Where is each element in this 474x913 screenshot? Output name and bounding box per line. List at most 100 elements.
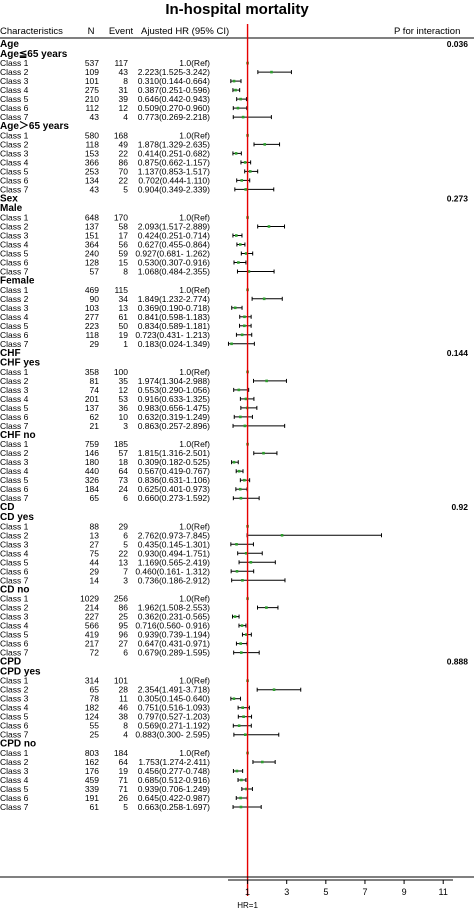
hr-point (243, 424, 247, 428)
row-class: Class 3 (0, 231, 29, 241)
row-hr: 0.646(0.442-0.943) (138, 94, 210, 104)
row-n: 29 (90, 566, 100, 576)
hr-point (243, 315, 246, 319)
row-class: Class 7 (0, 648, 29, 658)
row-event: 26 (119, 793, 129, 803)
row-class: Class 7 (0, 493, 29, 503)
row-event: 38 (119, 712, 129, 722)
hr-point (235, 570, 239, 573)
row-n: 358 (85, 367, 99, 377)
hr-point (262, 451, 265, 455)
hr-point (244, 188, 247, 191)
row-hr: 0.183(0.024-1.349) (138, 339, 210, 349)
row-class: Class 2 (0, 294, 29, 304)
row-hr: 0.930(0.494-1.751) (138, 548, 210, 558)
row-event: 3 (123, 421, 128, 431)
row-n: 184 (85, 484, 99, 494)
row-class: Class 2 (0, 448, 29, 458)
row-hr: 1.878(1.329-2.635) (138, 139, 210, 149)
hr-point (249, 561, 253, 564)
hr-point (245, 633, 248, 636)
row-event: 5 (123, 184, 128, 194)
row-class: Class 4 (0, 621, 29, 631)
p-interaction-value: 0.92 (451, 502, 468, 512)
row-hr: 0.751(0.516-1.093) (138, 703, 210, 713)
row-n: 240 (85, 249, 99, 259)
row-class: Class 7 (0, 421, 29, 431)
row-class: Class 3 (0, 612, 29, 622)
row-event: 39 (119, 94, 129, 104)
row-n: 277 (85, 312, 99, 322)
row-hr: 0.414(0.251-0.682) (138, 148, 210, 158)
row-n: 182 (85, 703, 99, 713)
row-class: Class 4 (0, 394, 29, 404)
row-n: 43 (90, 112, 100, 122)
row-n: 217 (85, 639, 99, 649)
row-event: 71 (119, 784, 129, 794)
row-class: Class 6 (0, 793, 29, 803)
row-class: Class 1 (0, 58, 29, 68)
row-hr: 0.567(0.419-0.767) (138, 466, 210, 476)
row-hr: 1.0(Ref) (179, 58, 210, 68)
row-event: 36 (119, 403, 129, 413)
row-n: 65 (90, 493, 100, 503)
row-event: 12 (119, 385, 129, 395)
row-class: Class 1 (0, 676, 29, 686)
row-n: 176 (85, 766, 99, 776)
hr-point (247, 270, 251, 273)
row-event: 50 (119, 321, 129, 331)
row-n: 29 (90, 339, 100, 349)
hr-point (233, 615, 237, 618)
row-hr: 1.0(Ref) (179, 748, 210, 758)
chart-title: In-hospital mortality (165, 1, 309, 18)
hr-point (240, 333, 244, 337)
row-class: Class 6 (0, 103, 29, 113)
subgroup-label: CPD yes (0, 666, 41, 677)
row-class: Class 5 (0, 321, 29, 331)
row-event: 115 (114, 285, 128, 295)
row-class: Class 6 (0, 721, 29, 731)
row-class: Class 5 (0, 630, 29, 640)
row-event: 256 (114, 594, 128, 604)
hr-point (244, 552, 248, 555)
group-label: CPD (0, 657, 21, 668)
row-event: 8 (123, 267, 128, 277)
row-class: Class 5 (0, 94, 29, 104)
row-n: 803 (85, 748, 99, 758)
hr-point (263, 143, 267, 146)
row-n: 25 (90, 730, 100, 740)
row-event: 4 (123, 730, 128, 740)
row-event: 71 (119, 775, 129, 785)
row-hr: 1.068(0.484-2.355) (138, 267, 210, 277)
row-hr: 1.815(1.316-2.501) (138, 448, 210, 458)
row-class: Class 1 (0, 439, 29, 449)
row-event: 168 (114, 130, 128, 140)
p-interaction-value: 0.144 (447, 348, 469, 358)
row-hr: 1.0(Ref) (179, 213, 210, 223)
row-event: 6 (123, 493, 128, 503)
row-class: Class 1 (0, 594, 29, 604)
row-n: 366 (85, 157, 99, 167)
row-class: Class 4 (0, 775, 29, 785)
hr-point (238, 487, 242, 491)
row-class: Class 6 (0, 258, 29, 268)
row-hr: 0.569(0.271-1.192) (138, 721, 210, 731)
header-p: P for interaction (394, 26, 460, 37)
row-event: 184 (114, 748, 128, 758)
row-hr: 2.762(0.973-7.845) (138, 530, 210, 540)
row-class: Class 3 (0, 76, 29, 86)
row-hr: 0.927(0.681- 1.262) (135, 249, 210, 259)
hr-point (239, 805, 243, 809)
row-event: 170 (114, 213, 128, 223)
row-event: 6 (123, 648, 128, 658)
row-event: 15 (119, 258, 129, 268)
row-hr: 0.647(0.431-0.971) (138, 639, 210, 649)
row-event: 24 (119, 484, 129, 494)
row-class: Class 5 (0, 712, 29, 722)
row-n: 162 (85, 757, 99, 767)
row-n: 580 (85, 130, 99, 140)
row-class: Class 2 (0, 222, 29, 232)
row-event: 27 (119, 639, 129, 649)
row-hr: 0.509(0.270-0.960) (138, 103, 210, 113)
